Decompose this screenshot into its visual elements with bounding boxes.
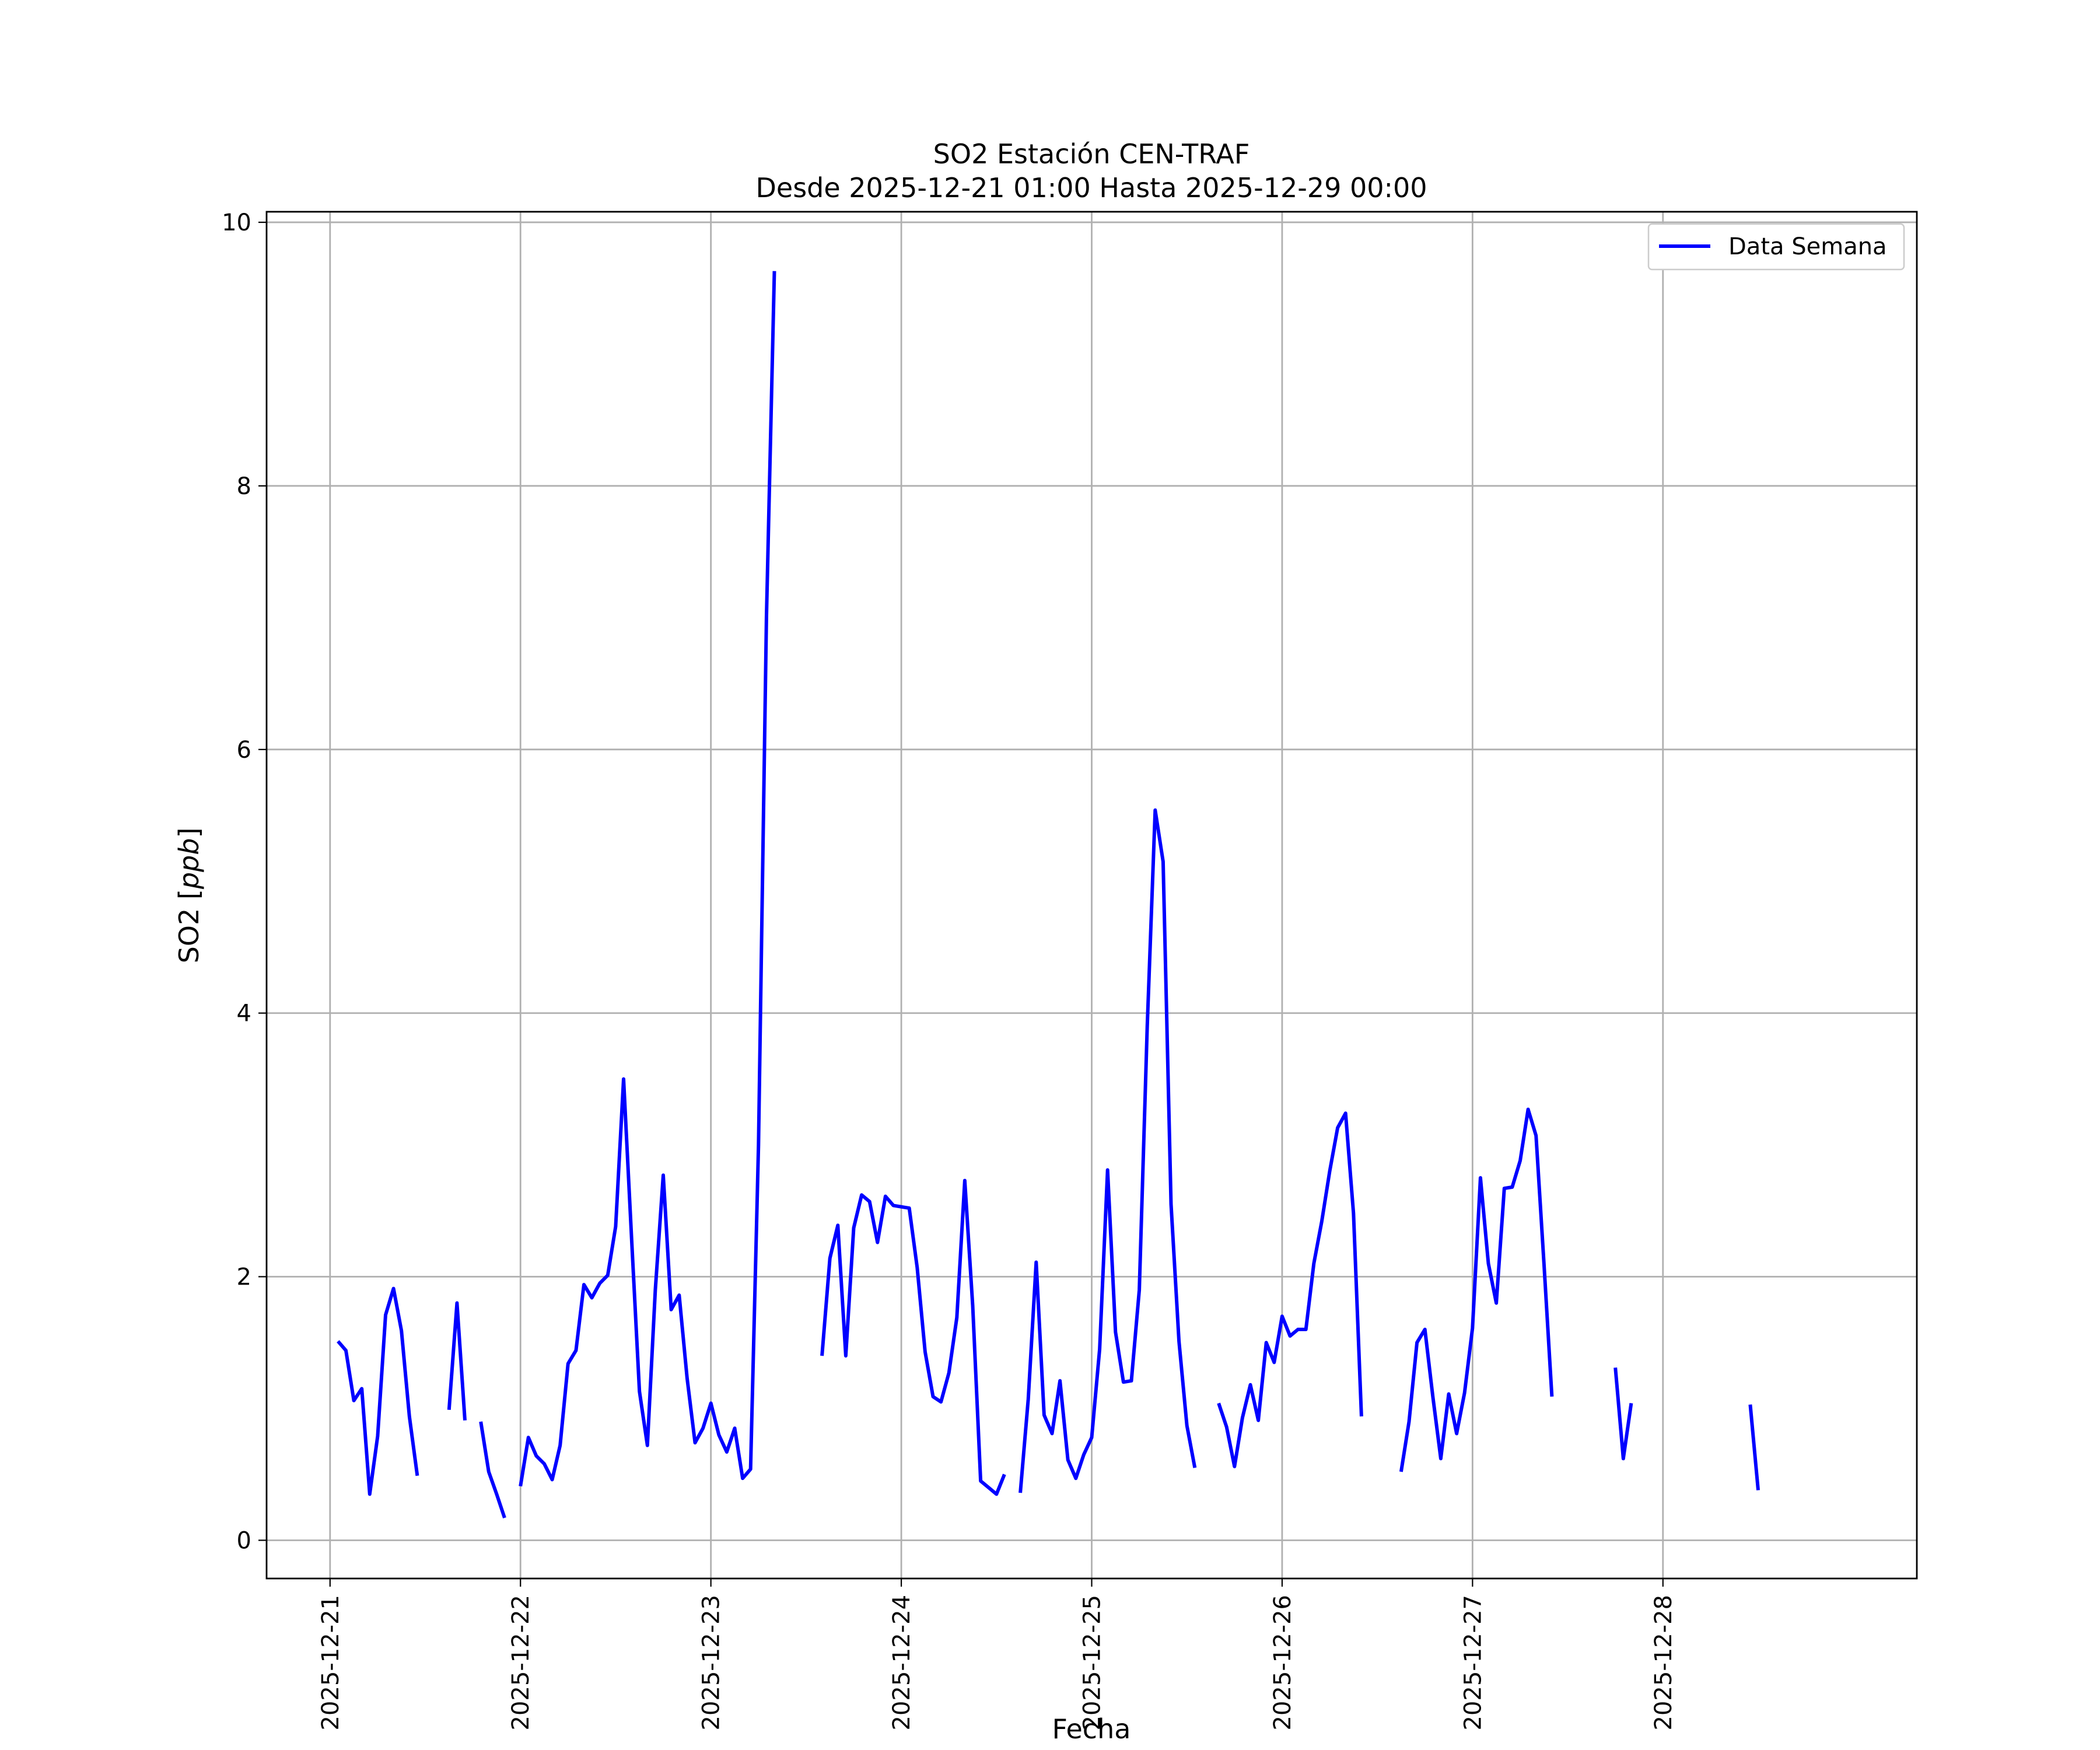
x-tick-label: 2025-12-22 bbox=[508, 1595, 534, 1730]
series-line-segment bbox=[337, 1286, 419, 1496]
y-tick-label: 4 bbox=[237, 1000, 251, 1027]
series-line-segment bbox=[1217, 1111, 1363, 1468]
series-line-segment bbox=[1748, 1404, 1760, 1490]
series-line-segment bbox=[519, 271, 776, 1487]
grid-lines bbox=[267, 212, 1917, 1578]
chart-title: SO2 Estación CEN-TRAF bbox=[933, 138, 1250, 170]
x-tick-label: 2025-12-23 bbox=[698, 1595, 725, 1730]
legend-box bbox=[1647, 223, 1905, 271]
y-axis-label-unit: ppb bbox=[173, 838, 205, 890]
y-axis-label: SO2 [ppb] bbox=[173, 828, 205, 964]
series-line-segment bbox=[1399, 1107, 1554, 1472]
series-line-segment bbox=[820, 1178, 1006, 1496]
chart-subtitle: Desde 2025-12-21 01:00 Hasta 2025-12-29 … bbox=[755, 172, 1427, 204]
x-axis-label: Fecha bbox=[1052, 1713, 1131, 1745]
series-lines bbox=[337, 271, 1760, 1519]
legend-label: Data Semana bbox=[1728, 233, 1887, 260]
x-tick-label: 2025-12-21 bbox=[317, 1595, 344, 1730]
y-tick-label: 6 bbox=[237, 737, 251, 764]
y-tick-label: 8 bbox=[237, 473, 251, 500]
x-tick-label: 2025-12-26 bbox=[1269, 1595, 1296, 1730]
x-tick-label: 2025-12-28 bbox=[1650, 1595, 1677, 1730]
x-tick-label: 2025-12-25 bbox=[1079, 1595, 1106, 1730]
series-line-segment bbox=[447, 1301, 467, 1421]
y-tick-label: 2 bbox=[237, 1264, 251, 1291]
series-line-segment bbox=[1019, 808, 1197, 1493]
x-axis-ticks: 2025-12-21 2025-12-22 2025-12-23 2025-12-24… bbox=[317, 1578, 1677, 1730]
y-tick-label: 10 bbox=[222, 209, 251, 236]
x-tick-label: 2025-12-24 bbox=[888, 1595, 915, 1730]
y-axis-label-prefix: SO2 [ bbox=[173, 889, 205, 963]
series-line-segment bbox=[479, 1421, 506, 1519]
legend: Data Semana bbox=[1647, 223, 1905, 271]
y-axis-ticks: 0 2 4 6 8 10 bbox=[222, 209, 267, 1554]
y-tick-label: 0 bbox=[237, 1527, 251, 1554]
x-tick-label: 2025-12-27 bbox=[1460, 1595, 1486, 1730]
y-axis-label-suffix: ] bbox=[173, 828, 205, 838]
series-line-segment bbox=[1614, 1367, 1633, 1461]
